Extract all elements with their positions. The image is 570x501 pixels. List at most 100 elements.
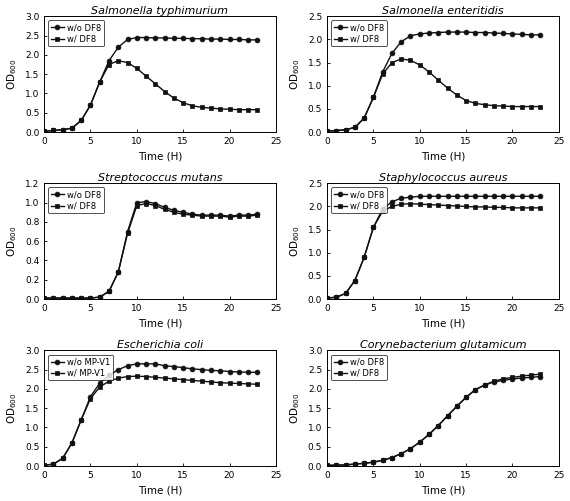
w/o DF8 [235, 212, 242, 218]
w/o MP-V1 [207, 367, 214, 373]
Y-axis label: OD$_{600}$: OD$_{600}$ [288, 392, 302, 424]
w/o MP-V1 [142, 361, 149, 367]
w/ DF8 [50, 295, 57, 301]
Legend: w/o DF8, w/ DF8: w/o DF8, w/ DF8 [48, 21, 104, 47]
w/ DF8 [152, 81, 159, 87]
w/o DF8 [170, 207, 177, 213]
w/o DF8 [217, 212, 223, 218]
w/o DF8 [490, 379, 497, 385]
w/o DF8 [105, 288, 112, 294]
w/ DF8 [342, 462, 349, 468]
w/o DF8 [352, 124, 359, 130]
w/ MP-V1 [59, 455, 66, 461]
w/o DF8 [142, 35, 149, 41]
w/ DF8 [379, 457, 386, 463]
w/o DF8 [40, 128, 47, 134]
Title: Corynebacterium glutamicum: Corynebacterium glutamicum [360, 340, 526, 350]
w/ DF8 [226, 214, 233, 220]
w/o DF8 [472, 387, 479, 393]
w/o DF8 [472, 193, 479, 199]
w/ DF8 [453, 203, 460, 209]
w/o DF8 [189, 36, 196, 42]
Line: w/ DF8: w/ DF8 [325, 201, 543, 301]
w/o DF8 [254, 211, 260, 217]
w/o DF8 [124, 37, 131, 43]
Line: w/ DF8: w/ DF8 [42, 201, 260, 301]
w/ DF8 [78, 117, 84, 123]
w/ DF8 [444, 85, 451, 91]
w/ DF8 [180, 211, 186, 217]
w/o DF8 [426, 431, 433, 437]
w/o DF8 [463, 193, 470, 199]
w/ MP-V1 [133, 373, 140, 379]
w/ MP-V1 [235, 380, 242, 386]
w/o DF8 [500, 377, 507, 383]
w/o MP-V1 [105, 372, 112, 378]
w/ DF8 [152, 202, 159, 208]
w/ DF8 [370, 224, 377, 230]
w/o DF8 [254, 37, 260, 43]
w/ DF8 [50, 127, 57, 133]
w/o DF8 [379, 69, 386, 75]
w/ DF8 [245, 107, 251, 113]
w/o DF8 [324, 295, 331, 301]
w/ DF8 [435, 422, 442, 428]
w/ DF8 [59, 295, 66, 301]
w/o DF8 [379, 457, 386, 463]
w/ MP-V1 [142, 374, 149, 380]
w/o DF8 [96, 79, 103, 85]
w/ DF8 [133, 202, 140, 208]
w/ MP-V1 [78, 417, 84, 423]
w/o DF8 [398, 451, 405, 457]
X-axis label: Time (H): Time (H) [138, 319, 182, 329]
Y-axis label: OD$_{600}$: OD$_{600}$ [288, 225, 302, 257]
w/ DF8 [435, 77, 442, 83]
Legend: w/o DF8, w/ DF8: w/o DF8, w/ DF8 [331, 21, 387, 47]
w/ MP-V1 [207, 379, 214, 385]
w/ DF8 [226, 106, 233, 112]
w/ DF8 [416, 439, 423, 445]
w/o DF8 [416, 439, 423, 445]
w/o MP-V1 [40, 462, 47, 468]
w/ DF8 [87, 295, 94, 301]
Line: w/o DF8: w/o DF8 [42, 199, 260, 301]
w/ MP-V1 [198, 378, 205, 384]
w/o DF8 [133, 35, 140, 41]
w/ DF8 [105, 62, 112, 68]
w/o DF8 [407, 33, 414, 39]
w/o MP-V1 [198, 367, 205, 373]
w/ DF8 [416, 201, 423, 207]
w/o MP-V1 [50, 461, 57, 467]
w/ MP-V1 [40, 462, 47, 468]
w/o DF8 [509, 31, 516, 37]
w/o DF8 [40, 295, 47, 301]
w/o DF8 [361, 115, 368, 121]
w/o DF8 [333, 128, 340, 134]
w/o DF8 [115, 44, 122, 50]
w/o DF8 [537, 32, 544, 38]
w/o DF8 [170, 35, 177, 41]
w/ DF8 [342, 291, 349, 297]
w/o MP-V1 [254, 369, 260, 375]
w/ DF8 [481, 204, 488, 210]
X-axis label: Time (H): Time (H) [138, 485, 182, 495]
w/ DF8 [370, 94, 377, 100]
w/o DF8 [226, 213, 233, 219]
w/ DF8 [500, 204, 507, 210]
w/o MP-V1 [87, 394, 94, 400]
w/o DF8 [245, 37, 251, 43]
w/o DF8 [333, 294, 340, 300]
w/o DF8 [361, 460, 368, 466]
w/ DF8 [426, 201, 433, 207]
w/o MP-V1 [124, 363, 131, 369]
w/o DF8 [68, 295, 75, 301]
X-axis label: Time (H): Time (H) [421, 485, 465, 495]
w/o DF8 [342, 462, 349, 468]
w/ DF8 [435, 202, 442, 208]
w/ DF8 [537, 104, 544, 110]
w/o DF8 [435, 193, 442, 199]
w/ DF8 [40, 295, 47, 301]
w/o DF8 [207, 212, 214, 218]
w/ DF8 [453, 92, 460, 98]
w/o DF8 [426, 193, 433, 199]
